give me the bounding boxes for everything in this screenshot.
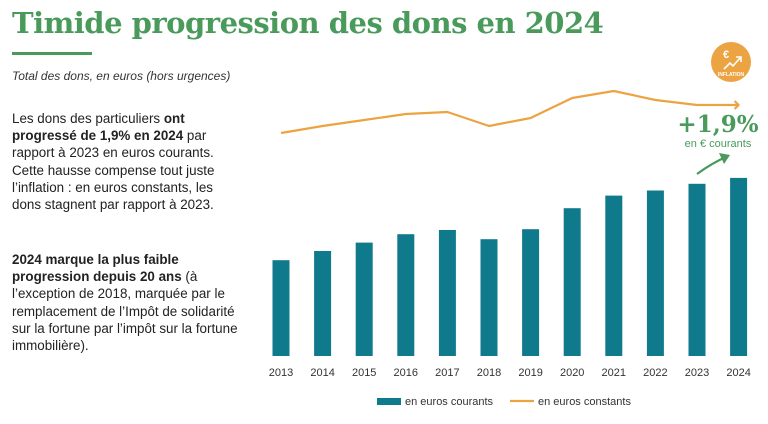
text-run: 2024 marque la plus faible progression d… [12, 252, 182, 285]
bar-2018 [480, 239, 498, 356]
chart-subtitle: Total des dons, en euros (hors urgences) [12, 69, 231, 83]
text-run: (à l’exception de 2018, marquée par le r… [12, 269, 238, 354]
bar-series [272, 177, 748, 356]
x-tick-label: 2018 [477, 367, 501, 379]
bar-2024 [730, 177, 748, 356]
x-tick-label: 2021 [602, 367, 626, 379]
bar-2022 [646, 190, 664, 356]
legend-line-label: en euros constants [538, 396, 631, 408]
page-title: Timide progression des dons en 2024 [12, 6, 604, 40]
title-underline [12, 52, 92, 55]
intro-paragraph: Les dons des particuliers ont progressé … [12, 110, 240, 213]
x-tick-label: 2017 [435, 367, 459, 379]
bar-2016 [397, 234, 415, 356]
x-tick-label: 2022 [643, 367, 667, 379]
growth-arrowhead [719, 153, 730, 164]
inflation-badge-label: INFLATION [718, 72, 745, 78]
x-tick-label: 2019 [518, 367, 542, 379]
bar-2014 [314, 251, 332, 356]
text-run: ont progressé de 1,9% en 2024 [12, 111, 185, 144]
text-run: Les dons des particuliers [12, 111, 164, 126]
bar-2013 [272, 260, 290, 356]
inflation-badge-circle [711, 42, 751, 82]
chart-legend: en euros courants en euros constants [377, 396, 631, 408]
bar-2020 [563, 208, 581, 356]
inflation-badge: € INFLATION [711, 42, 751, 82]
x-tick-label: 2015 [352, 367, 376, 379]
text-run: par rapport à 2023 en euros courants. Ce… [12, 128, 215, 213]
growth-annotation-value: +1,9% [677, 111, 758, 138]
note-paragraph: 2024 marque la plus faible progression d… [12, 251, 240, 354]
x-tick-label: 2023 [685, 367, 709, 379]
trend-up-icon [723, 57, 741, 70]
x-tick-label: 2016 [394, 367, 418, 379]
bar-2017 [438, 230, 456, 356]
euro-icon: € [723, 49, 729, 61]
legend-bar-swatch [377, 398, 401, 405]
trend-up-arrowhead [736, 56, 742, 62]
x-tick-label: 2024 [726, 367, 750, 379]
x-axis-labels: 2013 2014 2015 2016 2017 2018 2019 2020 2021 2022… [269, 367, 751, 379]
bar-2023 [688, 183, 706, 356]
legend-bar-label: en euros courants [405, 396, 494, 408]
x-tick-label: 2014 [310, 367, 334, 379]
bar-2019 [522, 229, 540, 356]
bar-2021 [605, 195, 623, 356]
bar-2015 [355, 242, 373, 356]
growth-annotation-label: en € courants [685, 138, 752, 150]
x-tick-label: 2020 [560, 367, 584, 379]
line-series [280, 89, 740, 135]
x-tick-label: 2013 [269, 367, 293, 379]
